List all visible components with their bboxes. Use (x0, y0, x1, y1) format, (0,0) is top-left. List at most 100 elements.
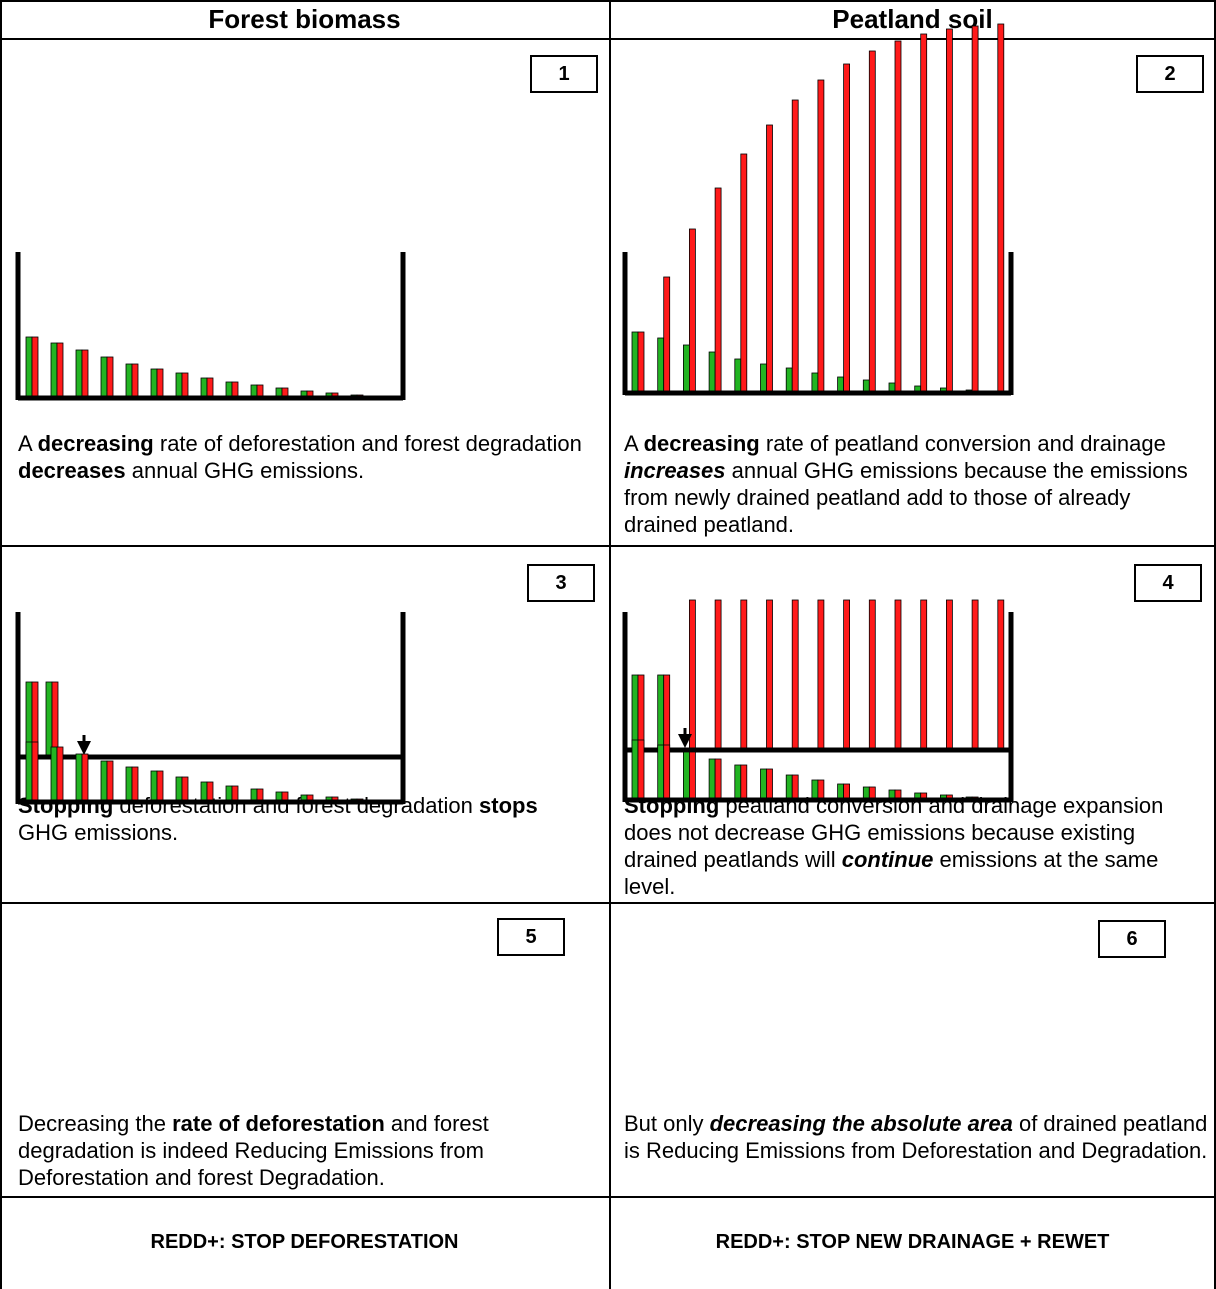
bar-red (971, 599, 979, 751)
bar-green (760, 768, 767, 801)
bar-red (740, 599, 748, 751)
bar-red (181, 372, 189, 399)
caption-text: peatland conversion and drainage expansi… (624, 793, 1164, 872)
bar-red (663, 744, 671, 801)
bar-red (766, 124, 773, 394)
bar-red (766, 599, 773, 751)
bar-green (657, 674, 665, 751)
bar-red (817, 779, 825, 801)
bar-red (843, 63, 850, 394)
bar-green (25, 741, 33, 803)
caption-text: decreasing the absolute area (709, 1111, 1013, 1136)
bar-red (689, 599, 696, 751)
caption-text: GHG emissions. (18, 820, 179, 845)
bar-red (206, 781, 214, 803)
bar-red (637, 674, 645, 751)
bar-red (894, 40, 902, 394)
bar-red (817, 599, 825, 751)
footer-forest: REDD+: STOP DEFORESTATION (150, 1231, 459, 1253)
bar-red (894, 599, 902, 751)
bar-green (683, 751, 690, 801)
bar-red (946, 599, 953, 751)
bar-green (785, 774, 793, 801)
bar-green (631, 331, 639, 394)
bar-green (50, 746, 58, 803)
grid-line (1214, 0, 1216, 1289)
bar-red (740, 153, 748, 394)
bar-green (708, 351, 716, 394)
bar-red (106, 760, 114, 803)
bar-green (45, 681, 53, 758)
bar-red (740, 764, 748, 801)
caption-text: Decreasing the (18, 1111, 173, 1136)
bar-green (125, 766, 133, 803)
bar-green (125, 363, 133, 399)
panel-caption-1: A decreasing rate of deforestation and f… (18, 430, 593, 484)
panel-number-4: 4 (1134, 564, 1202, 602)
panel-number-1: 1 (530, 55, 598, 93)
bar-green (100, 356, 108, 399)
panel-caption-5: Decreasing the rate of deforestation and… (18, 1110, 593, 1191)
bar-green (150, 368, 158, 399)
bar-red (663, 674, 671, 751)
bar-red (971, 25, 979, 394)
caption-text: A (18, 431, 38, 456)
bar-green (200, 377, 208, 399)
caption-text: decreasing (643, 431, 760, 456)
bar-green (200, 781, 208, 803)
bar-red (946, 28, 953, 394)
bar-red (997, 23, 1005, 394)
bar-red (56, 342, 64, 399)
caption-text: increases (624, 458, 726, 483)
bar-red (868, 50, 876, 394)
grid-line (609, 0, 611, 1289)
footer-peatland: REDD+: STOP NEW DRAINAGE + REWET (715, 1231, 1110, 1253)
bar-red (81, 753, 89, 803)
grid-line (0, 1196, 1216, 1198)
caption-text: decreasing (37, 431, 154, 456)
bar-green (811, 372, 819, 394)
bar-red (920, 33, 928, 394)
bar-green (785, 367, 793, 394)
bar-green (631, 739, 639, 801)
bar-red (206, 377, 214, 399)
panel-number-3: 3 (527, 564, 595, 602)
column-header-peatland: Peatland soil (832, 4, 993, 34)
grid-line (0, 0, 1216, 2)
bar-red (663, 276, 671, 394)
bar-green (657, 744, 665, 801)
bar-green (175, 372, 183, 399)
panel-caption-6: But only decreasing the absolute area of… (624, 1110, 1209, 1164)
bar-red (131, 766, 139, 803)
bar-red (689, 228, 696, 394)
bar-green (75, 349, 83, 399)
bar-red (181, 776, 189, 803)
caption-text: A (624, 431, 644, 456)
bar-red (868, 599, 876, 751)
panel-number-5: 5 (497, 918, 565, 956)
bar-red (31, 336, 39, 399)
panel-number-6: 6 (1098, 920, 1166, 958)
bar-red (156, 770, 164, 803)
bar-green (150, 770, 158, 803)
bar-red (791, 774, 799, 801)
bar-red (131, 363, 139, 399)
bar-red (714, 599, 722, 751)
bar-green (175, 776, 183, 803)
column-header-forest: Forest biomass (208, 4, 401, 34)
bar-red (817, 79, 825, 394)
bar-red (81, 349, 89, 399)
bar-red (56, 746, 64, 803)
bar-green (50, 342, 58, 399)
bar-green (734, 764, 742, 801)
caption-text: continue (841, 847, 934, 872)
caption-text: annual GHG emissions. (125, 458, 365, 483)
caption-text: stops (479, 793, 538, 818)
bar-green (631, 674, 639, 751)
caption-text: rate of deforestation (172, 1111, 385, 1136)
bar-red (51, 681, 59, 758)
bar-green (708, 758, 716, 801)
caption-text: and forest degradation is indeed Reducin… (18, 1111, 489, 1190)
